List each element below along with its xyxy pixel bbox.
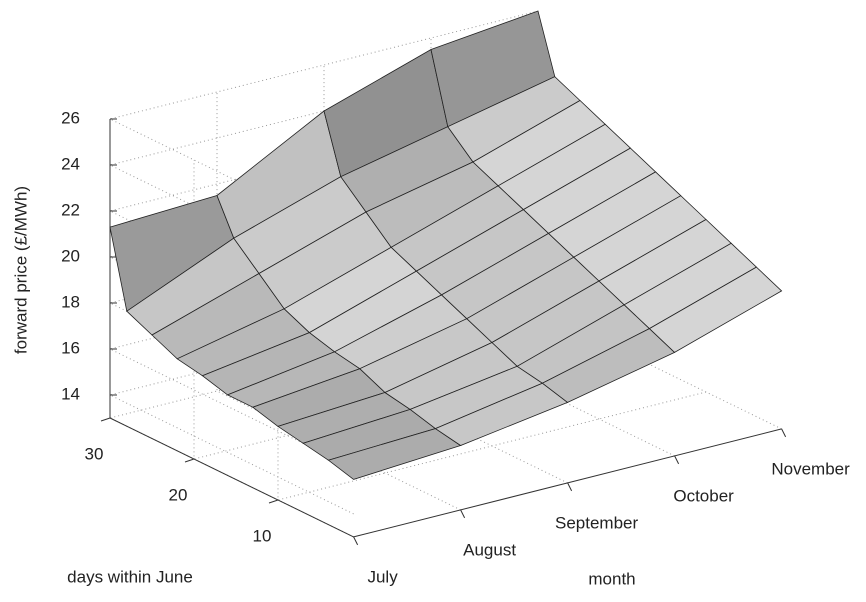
y-tick-label: 30 — [85, 444, 104, 463]
y-axis-label: days within June — [67, 567, 193, 586]
x-tick-label: July — [367, 567, 398, 586]
y-axis — [109, 417, 354, 538]
x-tick-label: August — [463, 540, 516, 559]
z-tick-label: 14 — [61, 384, 80, 403]
y-tick — [184, 458, 195, 463]
x-tick — [781, 428, 787, 438]
x-tick — [460, 509, 466, 519]
y-tick — [268, 499, 279, 504]
surface-patch — [648, 266, 783, 353]
z-tick-label: 26 — [61, 108, 80, 127]
z-tick-label: 18 — [61, 292, 80, 311]
y-tick-label: 10 — [253, 526, 272, 545]
x-tick-label: October — [673, 486, 734, 505]
x-tick-label: November — [771, 459, 850, 478]
x-tick-label: September — [555, 513, 638, 532]
z-tick-label: 20 — [61, 246, 80, 265]
z-tick-label: 16 — [61, 338, 80, 357]
x-tick — [674, 455, 680, 465]
y-tick-label: 20 — [169, 485, 188, 504]
z-axis-label: forward price (£/MWh) — [11, 186, 30, 354]
z-tick-label: 24 — [61, 154, 80, 173]
y-tick — [100, 417, 111, 422]
x-tick — [567, 482, 573, 492]
z-tick-label: 22 — [61, 200, 80, 219]
x-tick — [353, 536, 359, 546]
x-axis-label: month — [588, 569, 635, 588]
